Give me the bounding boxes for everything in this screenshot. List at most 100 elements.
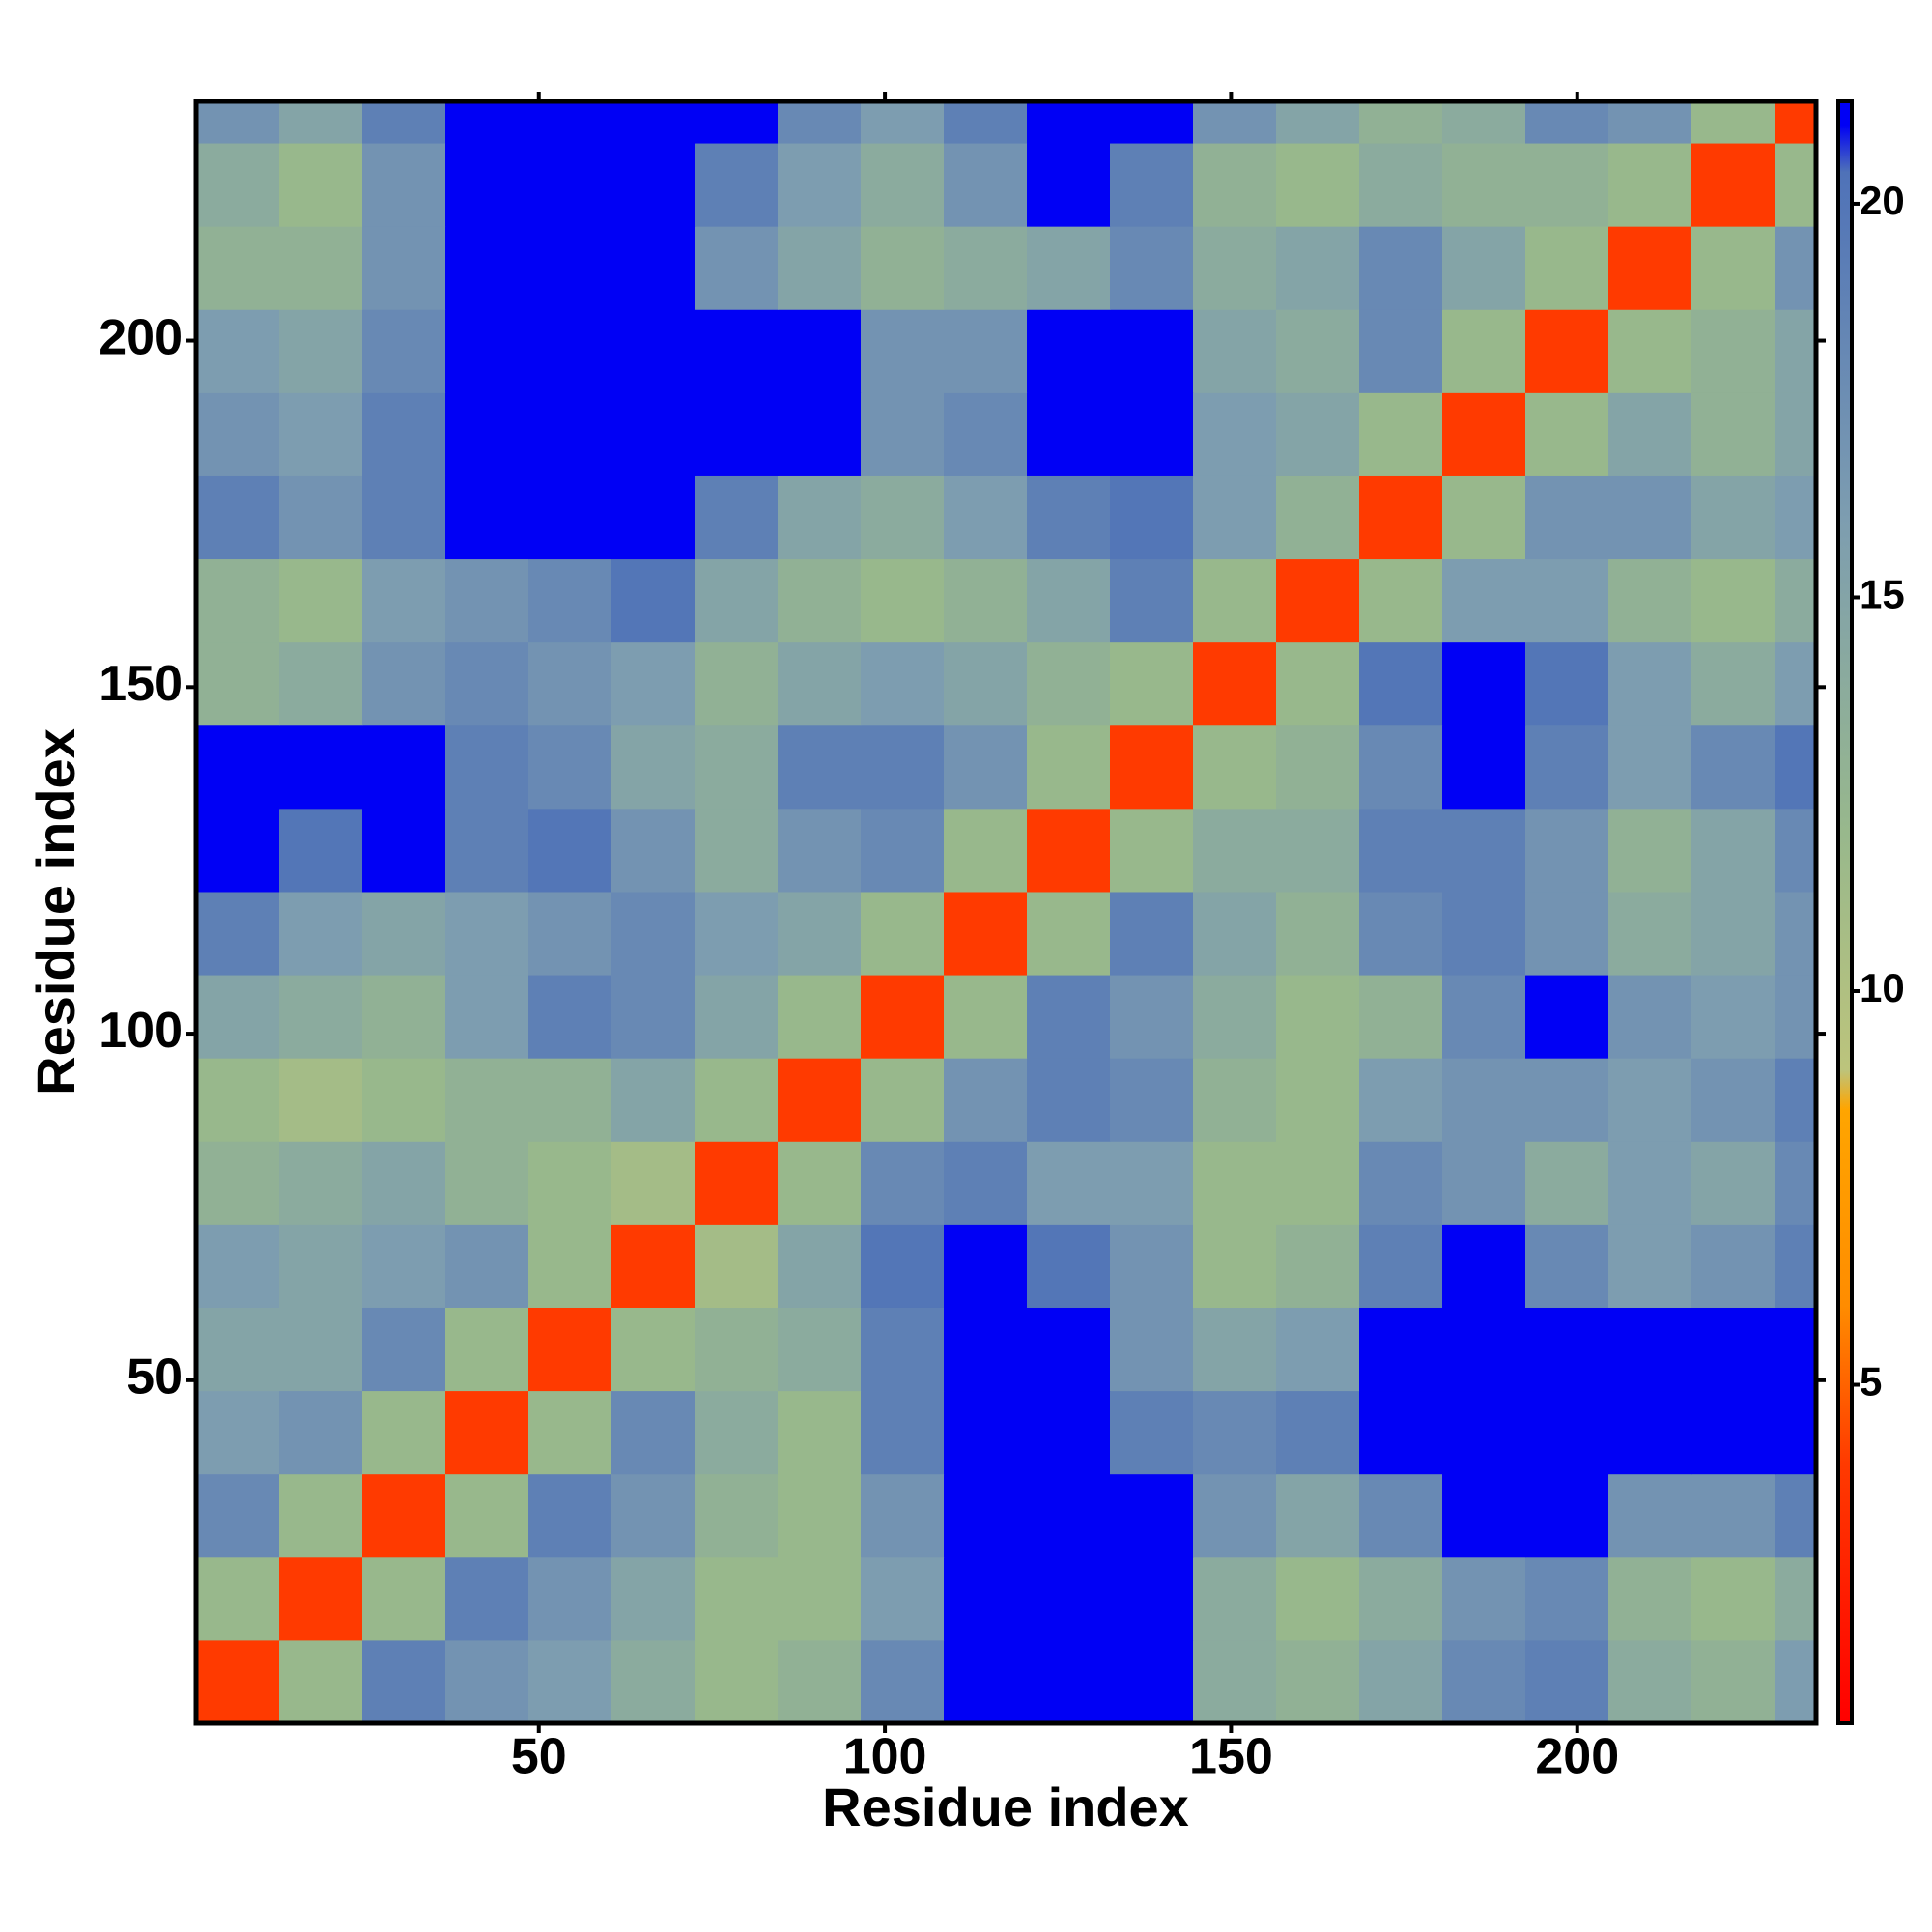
heatmap-cell (445, 1307, 529, 1392)
heatmap-cell (1608, 1556, 1692, 1641)
heatmap-cell (695, 1556, 779, 1641)
heatmap-cell (1359, 1307, 1443, 1392)
heatmap-cell (1775, 558, 1817, 643)
x-tick-label: 100 (843, 1729, 927, 1785)
heatmap-cell (944, 1141, 1028, 1225)
heatmap-cell (279, 808, 363, 893)
heatmap-cell (279, 226, 363, 310)
heatmap-cell (1110, 1390, 1194, 1475)
heatmap-cell (778, 724, 862, 810)
heatmap-cell (695, 891, 779, 976)
heatmap-cell (1276, 891, 1360, 976)
heatmap-cell (1193, 1473, 1277, 1558)
heatmap-cell (1027, 143, 1111, 227)
heatmap-cell (611, 975, 696, 1059)
heatmap-cell (695, 558, 779, 643)
heatmap-cell (1027, 724, 1111, 810)
heatmap-cell (1027, 1307, 1111, 1392)
heatmap-cell (861, 891, 945, 976)
heatmap-cell (362, 1141, 446, 1225)
heatmap-cell (1276, 1390, 1360, 1475)
heatmap-cell (1193, 226, 1277, 310)
heatmap-cell (1276, 1141, 1360, 1225)
heatmap-cell (944, 1307, 1028, 1392)
heatmap-cell (1442, 101, 1526, 144)
heatmap-cell (1276, 101, 1360, 144)
heatmap-cell (1110, 975, 1194, 1059)
heatmap-cell (1110, 1224, 1194, 1308)
heatmap-cell (279, 724, 363, 810)
heatmap-cell (1442, 1141, 1526, 1225)
heatmap-cell (528, 558, 612, 643)
heatmap-cell (196, 226, 280, 310)
heatmap-cell (445, 1058, 529, 1142)
heatmap-cell (528, 101, 612, 144)
y-tick-label: 100 (99, 1003, 183, 1059)
heatmap-cell (1276, 1058, 1360, 1142)
heatmap-cell (611, 641, 696, 726)
heatmap-cell (861, 309, 945, 393)
heatmap-cell (1691, 1224, 1776, 1308)
heatmap-cell (778, 975, 862, 1059)
heatmap-cell (1193, 475, 1277, 560)
heatmap-cell (1276, 1307, 1360, 1392)
heatmap-cell (1276, 1224, 1360, 1308)
heatmap-cell (778, 1307, 862, 1392)
heatmap-cell (1027, 101, 1111, 144)
heatmap-cell (196, 1390, 280, 1475)
heatmap-cell (944, 1058, 1028, 1142)
heatmap-cell (1276, 558, 1360, 643)
heatmap-cell (1691, 808, 1776, 893)
heatmap-cell (1442, 1307, 1526, 1392)
heatmap-cell (362, 808, 446, 893)
x-axis-title: Residue index (822, 1776, 1189, 1837)
heatmap-cell (1442, 975, 1526, 1059)
heatmap-cell (1691, 724, 1776, 810)
heatmap-cell (1525, 309, 1609, 393)
heatmap-cell (944, 392, 1028, 476)
heatmap-cell (1525, 226, 1609, 310)
heatmap-cell (1775, 808, 1817, 893)
heatmap-cell (778, 1224, 862, 1308)
heatmap-cell (1359, 226, 1443, 310)
heatmap-cell (1691, 1307, 1776, 1392)
heatmap-cell (1276, 641, 1360, 726)
heatmap-cell (695, 226, 779, 310)
heatmap-cell (1525, 1058, 1609, 1142)
heatmap-cell (1775, 1224, 1817, 1308)
heatmap-cell (1525, 808, 1609, 893)
heatmap-cell (1525, 1307, 1609, 1392)
heatmap-cell (445, 309, 529, 393)
heatmap-cell (1027, 641, 1111, 726)
heatmap-cell (611, 226, 696, 310)
heatmap-cell (1525, 475, 1609, 560)
heatmap-cell (1110, 143, 1194, 227)
heatmap-cell (1276, 143, 1360, 227)
heatmap-cell (1608, 101, 1692, 144)
heatmap-cell (1691, 975, 1776, 1059)
heatmap-cell (944, 143, 1028, 227)
heatmap-cell (1110, 309, 1194, 393)
heatmap-cell (1193, 392, 1277, 476)
heatmap-cell (611, 392, 696, 476)
heatmap-cell (695, 101, 779, 144)
heatmap-cell (1608, 641, 1692, 726)
heatmap-cell (1608, 1390, 1692, 1475)
heatmap-cell (196, 891, 280, 976)
heatmap-cell (1691, 1141, 1776, 1225)
heatmap-cell (1359, 101, 1443, 144)
heatmap-cell (1193, 1390, 1277, 1475)
x-tick-label: 200 (1535, 1729, 1619, 1785)
heatmap-cell (1276, 392, 1360, 476)
heatmap-cell (1775, 1639, 1817, 1724)
heatmap-cell (1027, 1639, 1111, 1724)
heatmap-cell (1442, 1058, 1526, 1142)
heatmap-cell (778, 1556, 862, 1641)
heatmap-cell (778, 101, 862, 144)
heatmap-cell (944, 101, 1028, 144)
heatmap-cell (528, 143, 612, 227)
heatmap-cell (445, 641, 529, 726)
heatmap-cell (611, 1556, 696, 1641)
heatmap-cell (279, 392, 363, 476)
heatmap-cell (1775, 101, 1817, 144)
